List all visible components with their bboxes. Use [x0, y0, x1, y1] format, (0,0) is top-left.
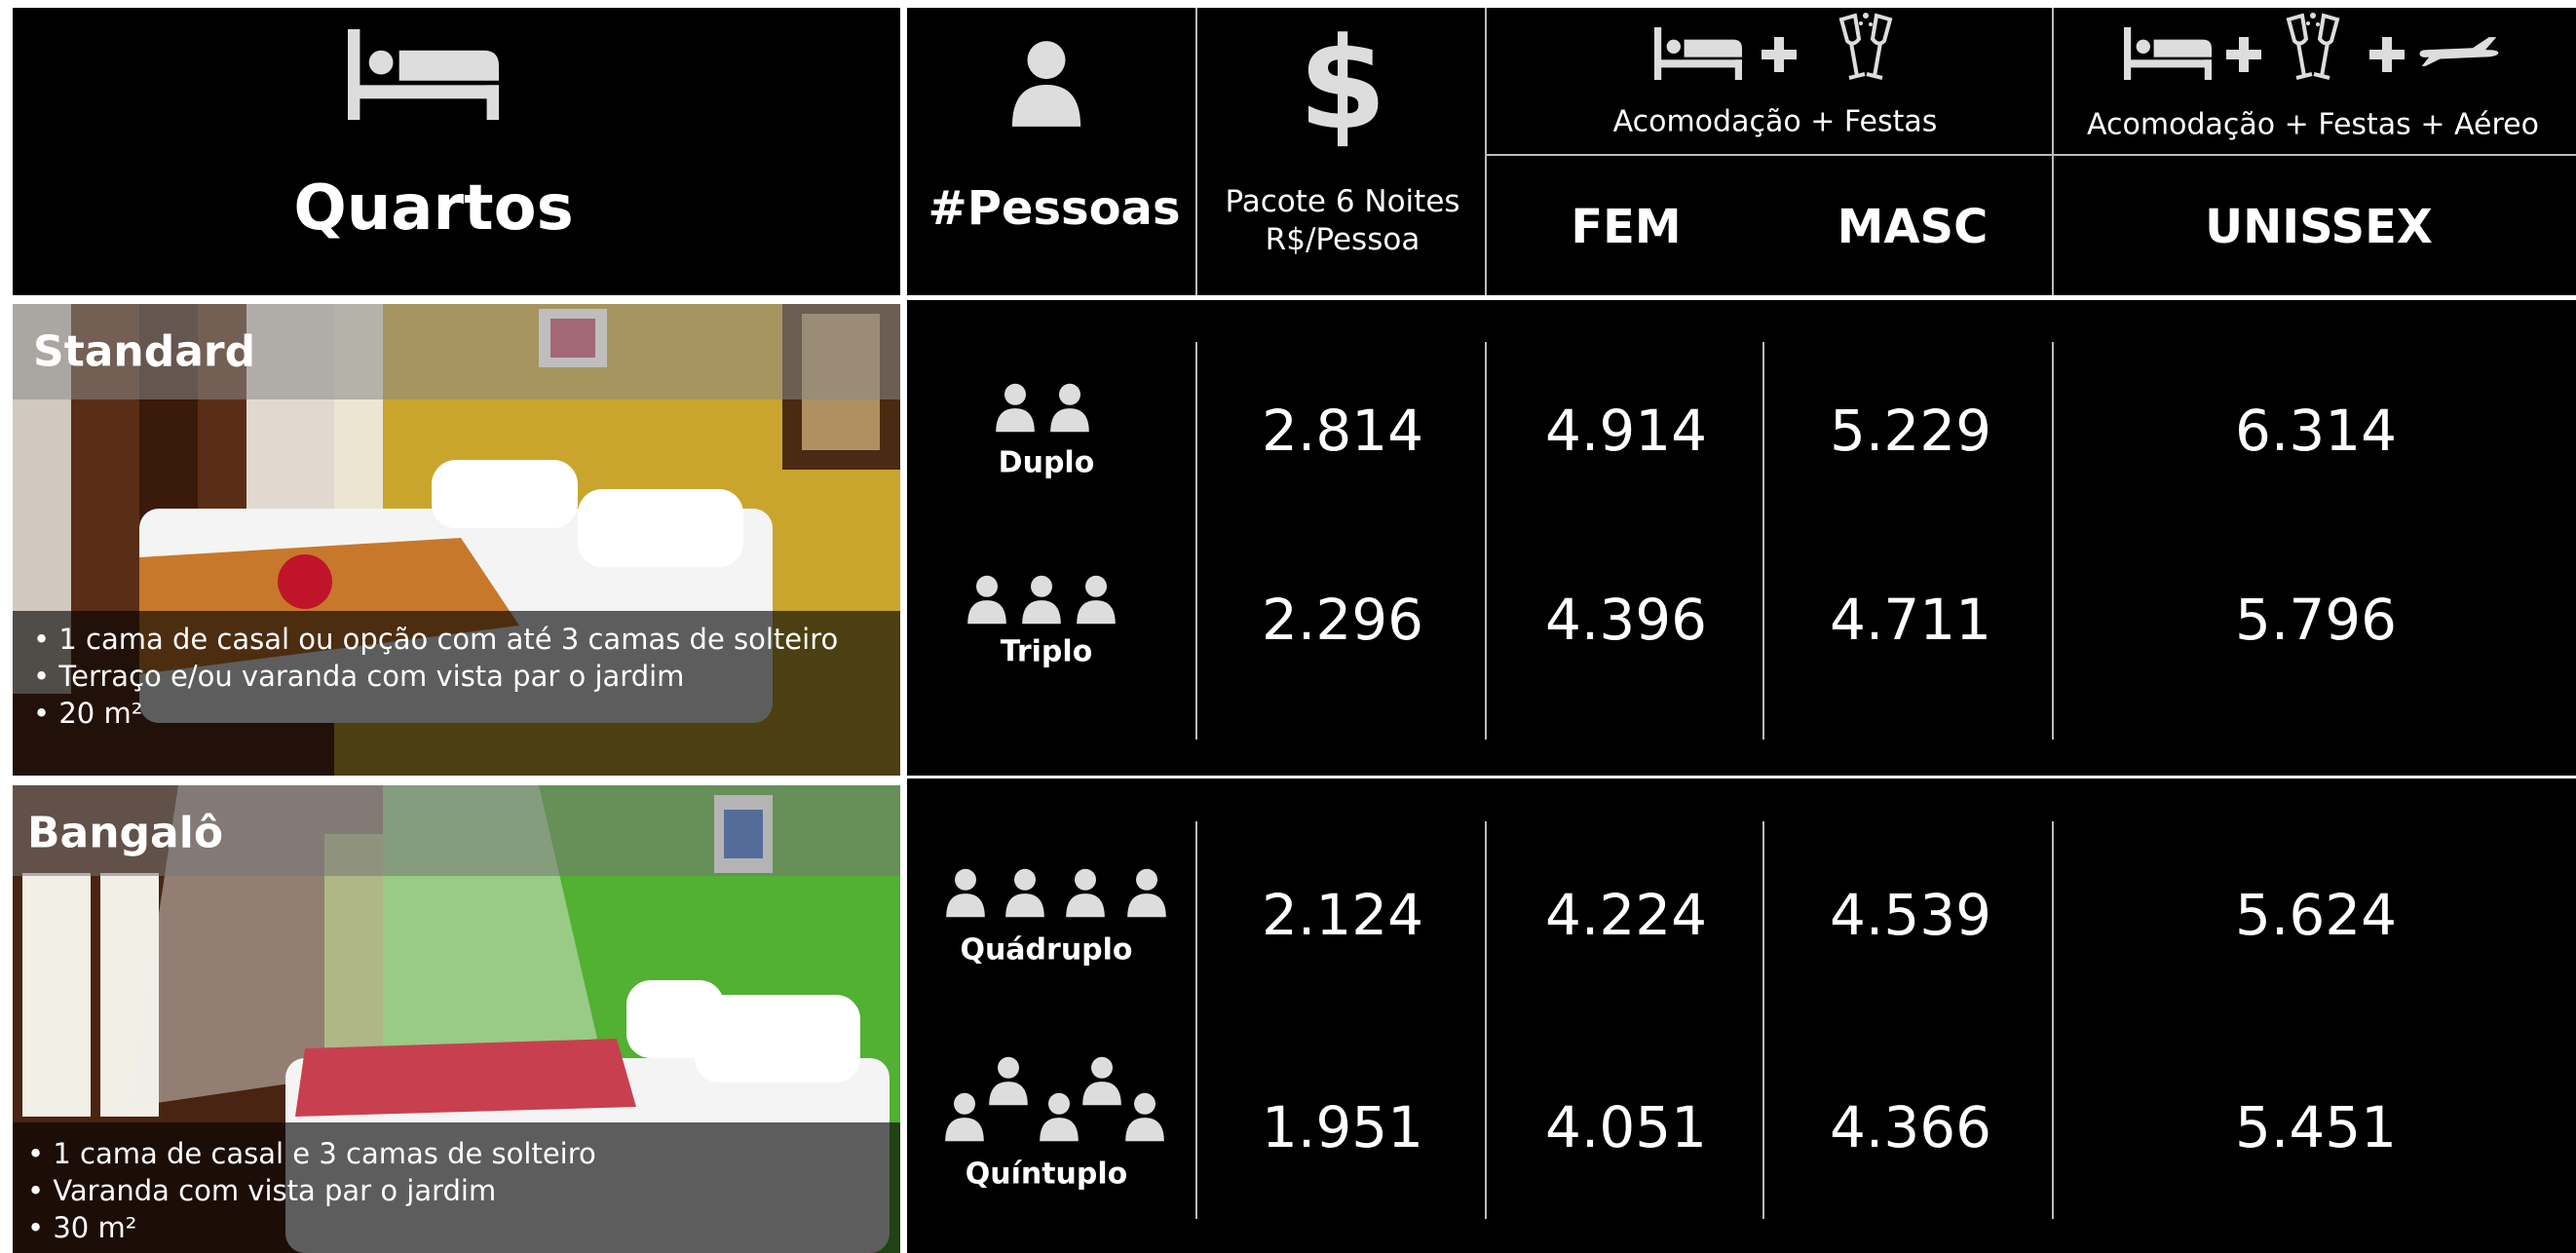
- price: 6.314: [2235, 398, 2397, 464]
- package-header: R$/Pessoa: [1266, 222, 1421, 257]
- group-header: Acomodação + Festas: [1613, 105, 1938, 139]
- price: 2.814: [1262, 398, 1423, 464]
- group-header: Acomodação + Festas + Aéreo: [2087, 108, 2539, 142]
- price: 4.914: [1545, 398, 1707, 464]
- feature: Terraço e/ou varanda com vista par o jar…: [33, 658, 871, 695]
- col-line: [2052, 342, 2054, 740]
- feature: 1 cama de casal e 3 camas de solteiro: [27, 1135, 865, 1172]
- rooms-title: Quartos: [293, 172, 573, 245]
- people-header: #Pessoas: [928, 181, 1180, 236]
- col-line: [1485, 821, 1487, 1219]
- masc-header: MASC: [1837, 200, 1989, 254]
- price: 5.624: [2235, 882, 2397, 948]
- price: 4.224: [1545, 882, 1707, 948]
- package-header: Pacote 6 Noites: [1225, 184, 1459, 219]
- currency-icon: $: [1299, 10, 1386, 158]
- price: 5.796: [2235, 587, 2397, 653]
- col-line: [2052, 8, 2054, 295]
- price: 2.296: [1262, 587, 1423, 653]
- col-line: [1485, 342, 1487, 740]
- plane-icon: [2418, 33, 2500, 70]
- fem-header: FEM: [1571, 200, 1681, 254]
- price: 4.051: [1545, 1094, 1707, 1160]
- unisex-header: UNISSEX: [2205, 200, 2433, 254]
- room-name: Bangalô: [27, 809, 223, 858]
- glasses-icon: [2279, 10, 2347, 88]
- price: 4.539: [1830, 882, 1991, 948]
- price: 4.366: [1830, 1094, 1991, 1160]
- plus-icon: [1760, 35, 1799, 74]
- feature: Varanda com vista par o jardim: [27, 1172, 865, 1209]
- bed-icon: [2124, 27, 2212, 80]
- option-label: Triplo: [1001, 635, 1093, 669]
- bed-icon: [1654, 27, 1742, 80]
- row-divider: [907, 776, 2576, 778]
- price: 5.451: [2235, 1094, 2397, 1160]
- col-line: [1195, 821, 1197, 1219]
- col-line: [2052, 821, 2054, 1219]
- option-label: Quíntuplo: [966, 1158, 1128, 1192]
- room-features: 1 cama de casal e 3 camas de solteiro Va…: [27, 1135, 865, 1246]
- price: 4.396: [1545, 587, 1707, 653]
- group-line: [1485, 154, 2576, 156]
- person-icon: [1008, 39, 1084, 127]
- room-name: Standard: [33, 327, 255, 377]
- bed-icon: [348, 29, 499, 120]
- col-line: [1195, 8, 1197, 295]
- plus-icon: [2368, 35, 2406, 74]
- feature: 30 m²: [27, 1209, 865, 1246]
- page: Quartos #Pessoas $ Pacote 6 Noites R$/Pe…: [0, 0, 2576, 1253]
- option-label: Duplo: [999, 446, 1095, 480]
- col-line: [1762, 342, 1764, 740]
- col-line: [1762, 821, 1764, 1219]
- feature: 20 m²: [33, 695, 871, 732]
- glasses-icon: [1832, 10, 1900, 88]
- price: 5.229: [1830, 398, 1991, 464]
- price: 2.124: [1262, 882, 1423, 948]
- col-line: [1195, 342, 1197, 740]
- plus-icon: [2224, 35, 2263, 74]
- room-features: 1 cama de casal ou opção com até 3 camas…: [33, 621, 871, 732]
- price: 4.711: [1830, 587, 1991, 653]
- option-label: Quádruplo: [960, 933, 1132, 968]
- col-line: [1485, 8, 1487, 295]
- feature: 1 cama de casal ou opção com até 3 camas…: [33, 621, 871, 658]
- price: 1.951: [1262, 1094, 1423, 1160]
